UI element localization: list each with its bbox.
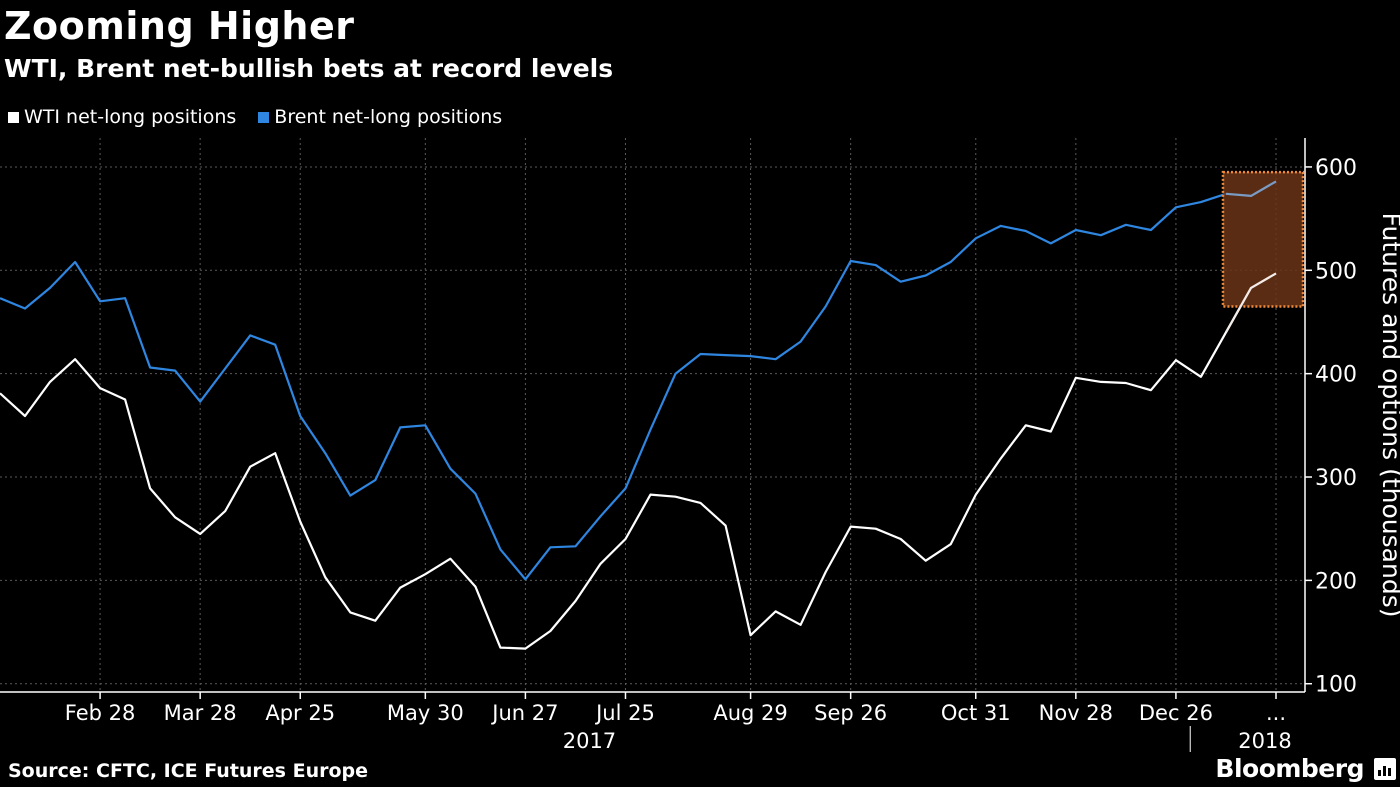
x-tick-label: Aug 29: [713, 701, 787, 725]
x-tick-label: Sep 26: [814, 701, 887, 725]
brent-series-line: [0, 180, 1277, 581]
y-tick-label: 100: [1315, 673, 1357, 698]
wti-series-highlighted: [1225, 272, 1277, 333]
y-tick-label: 300: [1315, 466, 1357, 491]
chart-title: Zooming Higher: [4, 4, 355, 48]
legend-swatch-brent: [258, 111, 270, 123]
legend-item-brent: Brent net-long positions: [258, 106, 502, 128]
y-tick-label: 500: [1315, 259, 1357, 284]
legend: WTI net-long positions Brent net-long po…: [8, 106, 524, 128]
x-tick-label: Mar 28: [164, 701, 237, 725]
legend-item-wti: WTI net-long positions: [8, 106, 236, 128]
x-tick-label: Dec 26: [1139, 701, 1213, 725]
x-tick-label: ...: [1266, 701, 1286, 725]
wti-series-line: [0, 272, 1277, 650]
bloomberg-bars-icon: [1374, 758, 1396, 780]
x-tick-label: Nov 28: [1039, 701, 1113, 725]
brent-series-highlighted: [1225, 180, 1277, 197]
legend-label-wti: WTI net-long positions: [24, 106, 237, 128]
x-tick-label: Jul 25: [594, 701, 655, 725]
source-note: Source: CFTC, ICE Futures Europe: [8, 760, 369, 782]
legend-swatch-wti: [8, 111, 19, 123]
x-tick-label: May 30: [387, 701, 464, 725]
x-tick-label: Feb 28: [65, 701, 136, 725]
x-tick-label: Jun 27: [490, 701, 558, 725]
legend-label-brent: Brent net-long positions: [274, 106, 503, 128]
bloomberg-logo: Bloomberg: [1215, 754, 1364, 783]
x-year-label: 2018: [1238, 729, 1291, 753]
highlight-box: [1221, 170, 1305, 308]
chart-subtitle: WTI, Brent net-bullish bets at record le…: [4, 54, 614, 83]
x-tick-label: Oct 31: [941, 701, 1011, 725]
y-tick-label: 400: [1315, 363, 1357, 388]
y-tick-label: 200: [1315, 569, 1357, 594]
y-axis-title: Futures and options (thousands): [1377, 213, 1400, 618]
x-tick-label: Apr 25: [265, 701, 335, 725]
x-year-label: 2017: [563, 729, 616, 753]
y-tick-label: 600: [1315, 156, 1357, 181]
